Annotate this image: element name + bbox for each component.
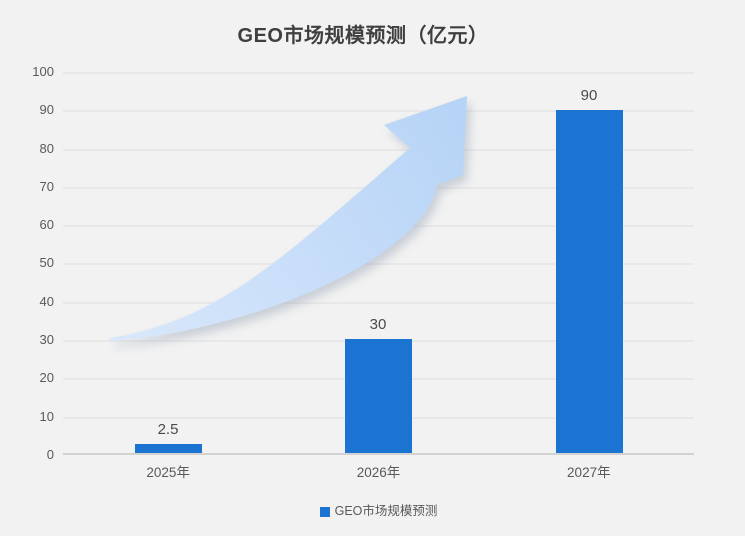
y-tick-label: 50 bbox=[39, 255, 54, 270]
legend-swatch bbox=[319, 506, 330, 517]
x-axis: 2025年 2026年 2027年 bbox=[63, 464, 694, 481]
y-tick-label: 80 bbox=[39, 141, 54, 156]
x-tick-label: 2025年 bbox=[146, 465, 190, 480]
bar bbox=[344, 338, 412, 453]
gridline bbox=[63, 72, 694, 74]
chart-title: GEO市场规模预测（亿元） bbox=[237, 25, 489, 47]
y-tick-label: 0 bbox=[46, 447, 54, 462]
y-tick-label: 30 bbox=[39, 332, 54, 347]
legend-label: GEO市场规模预测 bbox=[334, 504, 438, 518]
legend: GEO市场规模预测 bbox=[63, 504, 694, 519]
bar-group: 2.5 bbox=[63, 420, 273, 453]
bar-value-label: 90 bbox=[580, 87, 598, 105]
y-tick-label: 70 bbox=[39, 179, 54, 194]
plot-area: 100 90 80 70 60 50 40 30 20 10 0 bbox=[32, 64, 694, 462]
y-tick-label: 10 bbox=[39, 409, 54, 424]
y-tick-label: 90 bbox=[39, 102, 54, 117]
x-tick-label: 2026年 bbox=[356, 465, 401, 480]
x-axis-line bbox=[63, 453, 694, 455]
growth-arrow-path bbox=[110, 96, 467, 341]
x-tick-label: 2027年 bbox=[567, 465, 611, 480]
y-tick-label: 100 bbox=[32, 64, 54, 79]
bar-value-label: 30 bbox=[369, 315, 387, 333]
bar bbox=[555, 110, 623, 453]
y-tick-label: 40 bbox=[39, 294, 54, 309]
bar bbox=[134, 443, 202, 453]
bar-group: 30 bbox=[273, 316, 483, 453]
bar-group: 90 bbox=[484, 87, 694, 453]
y-tick-label: 60 bbox=[39, 217, 54, 232]
bar-value-label: 2.5 bbox=[157, 420, 179, 438]
y-tick-label: 20 bbox=[39, 370, 54, 385]
